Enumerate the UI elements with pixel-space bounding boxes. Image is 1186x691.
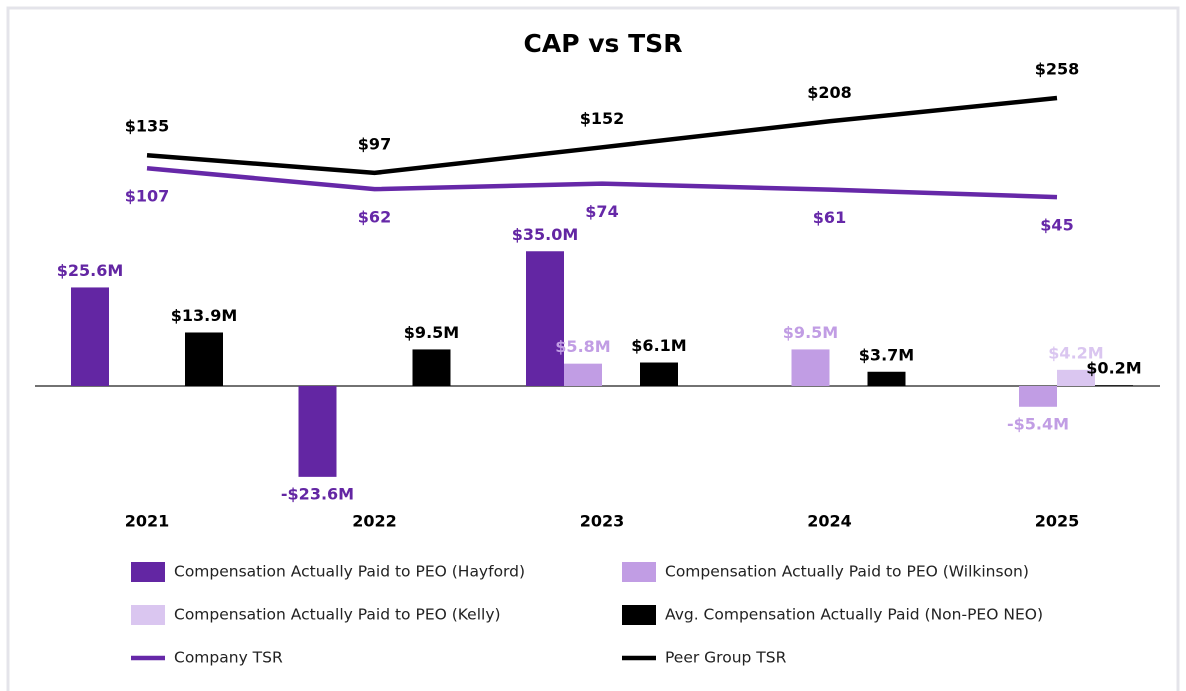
- bar: [298, 386, 337, 477]
- value-label: $107: [125, 187, 170, 206]
- x-tick-label: 2022: [352, 512, 397, 531]
- bar: [640, 362, 678, 386]
- bar: [1095, 385, 1133, 386]
- line: [146, 95, 1058, 176]
- value-label: $4.2M: [1048, 343, 1103, 362]
- x-tick-label: 2021: [125, 512, 170, 531]
- bar: [526, 251, 564, 386]
- line: [146, 166, 1058, 200]
- chart-title: CAP vs TSR: [524, 29, 683, 58]
- bar: [412, 349, 451, 386]
- value-label: $25.6M: [57, 261, 124, 280]
- bar: [71, 287, 109, 386]
- bar: [1019, 386, 1057, 407]
- legend-label: Peer Group TSR: [665, 649, 787, 667]
- value-label: $97: [358, 134, 391, 153]
- value-label: $0.2M: [1086, 359, 1141, 378]
- value-label: $13.9M: [171, 306, 238, 325]
- value-label: $135: [125, 117, 170, 136]
- legend-swatch: [622, 605, 656, 625]
- legend-label: Compensation Actually Paid to PEO (Hayfo…: [174, 563, 525, 581]
- bar: [185, 332, 223, 386]
- value-label: -$5.4M: [1007, 414, 1069, 433]
- value-label: $45: [1040, 216, 1073, 235]
- value-label: $208: [807, 83, 852, 102]
- value-label: $9.5M: [783, 323, 838, 342]
- value-label: $61: [813, 208, 846, 227]
- legend-swatch: [622, 562, 656, 582]
- legend-swatch: [131, 562, 165, 582]
- value-label: $152: [580, 109, 625, 128]
- x-tick-label: 2024: [807, 512, 852, 531]
- value-label: -$23.6M: [281, 484, 354, 503]
- legend-swatch: [131, 605, 165, 625]
- bar: [564, 363, 602, 386]
- bar: [791, 349, 830, 386]
- value-label: $62: [358, 208, 391, 227]
- x-tick-label: 2025: [1035, 512, 1080, 531]
- value-label: $6.1M: [631, 336, 686, 355]
- value-label: $258: [1035, 60, 1080, 79]
- value-label: $5.8M: [555, 337, 610, 356]
- legend-label: Compensation Actually Paid to PEO (Kelly…: [174, 606, 501, 624]
- legend-label: Avg. Compensation Actually Paid (Non-PEO…: [665, 606, 1043, 624]
- value-label: $35.0M: [512, 225, 579, 244]
- value-label: $74: [585, 202, 618, 221]
- bar: [867, 371, 906, 386]
- value-label: $3.7M: [859, 345, 914, 364]
- frame: [6, 6, 1180, 691]
- value-label: $9.5M: [404, 323, 459, 342]
- bar: [1057, 369, 1095, 386]
- legend-label: Compensation Actually Paid to PEO (Wilki…: [665, 563, 1029, 581]
- x-tick-label: 2023: [580, 512, 625, 531]
- legend-label: Company TSR: [174, 649, 283, 667]
